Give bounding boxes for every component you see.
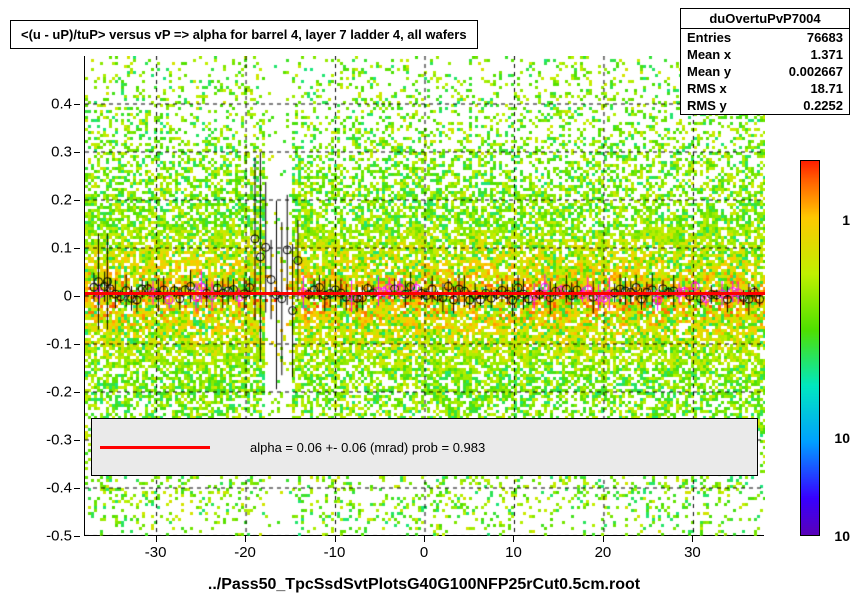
x-tick-label: -30 (145, 544, 167, 561)
rmsx-value: 18.71 (810, 81, 843, 96)
y-tick-label: -0.3 (46, 432, 72, 449)
colorbar-tick-label: 10 (834, 430, 850, 446)
y-tick-label: 0.4 (51, 96, 72, 113)
fit-line (85, 292, 765, 295)
x-axis-ticks: -30 -20 -10 0 10 20 30 (84, 536, 764, 576)
colorbar-labels: 11010 (822, 160, 850, 536)
entries-value: 76683 (807, 30, 843, 45)
histogram-name: duOvertuPvP7004 (681, 9, 849, 29)
x-tick-label: -10 (324, 544, 346, 561)
stat-rmsx: RMS x 18.71 (681, 80, 849, 97)
x-tick-label: 20 (595, 544, 612, 561)
x-tick-label: 0 (420, 544, 428, 561)
y-tick-label: -0.1 (46, 336, 72, 353)
chart-title: <(u - uP)/tuP> versus vP => alpha for ba… (10, 20, 478, 49)
colorbar-tick-label: 1 (842, 212, 850, 228)
colorbar-tick-label: 10 (834, 528, 850, 544)
rmsx-label: RMS x (687, 81, 727, 96)
stat-meanx: Mean x 1.371 (681, 46, 849, 63)
meany-value: 0.002667 (789, 64, 843, 79)
stat-entries: Entries 76683 (681, 29, 849, 46)
rmsy-value: 0.2252 (803, 98, 843, 113)
colorbar (800, 160, 820, 536)
y-tick-label: 0.3 (51, 144, 72, 161)
stat-rmsy: RMS y 0.2252 (681, 97, 849, 114)
x-tick-label: 30 (684, 544, 701, 561)
y-tick-label: -0.4 (46, 480, 72, 497)
y-axis-ticks: -0.5-0.4-0.3-0.2-0.100.10.20.30.4 (0, 56, 80, 536)
stat-meany: Mean y 0.002667 (681, 63, 849, 80)
x-tick-label: 10 (505, 544, 522, 561)
y-tick-label: -0.5 (46, 528, 72, 545)
stats-box: duOvertuPvP7004 Entries 76683 Mean x 1.3… (680, 8, 850, 115)
legend-box: alpha = 0.06 +- 0.06 (mrad) prob = 0.983 (91, 418, 758, 476)
y-tick-label: 0 (64, 288, 72, 305)
legend-text: alpha = 0.06 +- 0.06 (mrad) prob = 0.983 (250, 440, 485, 455)
y-tick-label: -0.2 (46, 384, 72, 401)
x-tick-label: -20 (234, 544, 256, 561)
rmsy-label: RMS y (687, 98, 727, 113)
meany-label: Mean y (687, 64, 731, 79)
y-tick-label: 0.1 (51, 240, 72, 257)
meanx-label: Mean x (687, 47, 731, 62)
legend-line-sample (100, 446, 210, 449)
entries-label: Entries (687, 30, 731, 45)
x-axis-label: ../Pass50_TpcSsdSvtPlotsG40G100NFP25rCut… (84, 576, 764, 594)
plot-area: alpha = 0.06 +- 0.06 (mrad) prob = 0.983 (84, 56, 764, 536)
meanx-value: 1.371 (810, 47, 843, 62)
y-tick-label: 0.2 (51, 192, 72, 209)
